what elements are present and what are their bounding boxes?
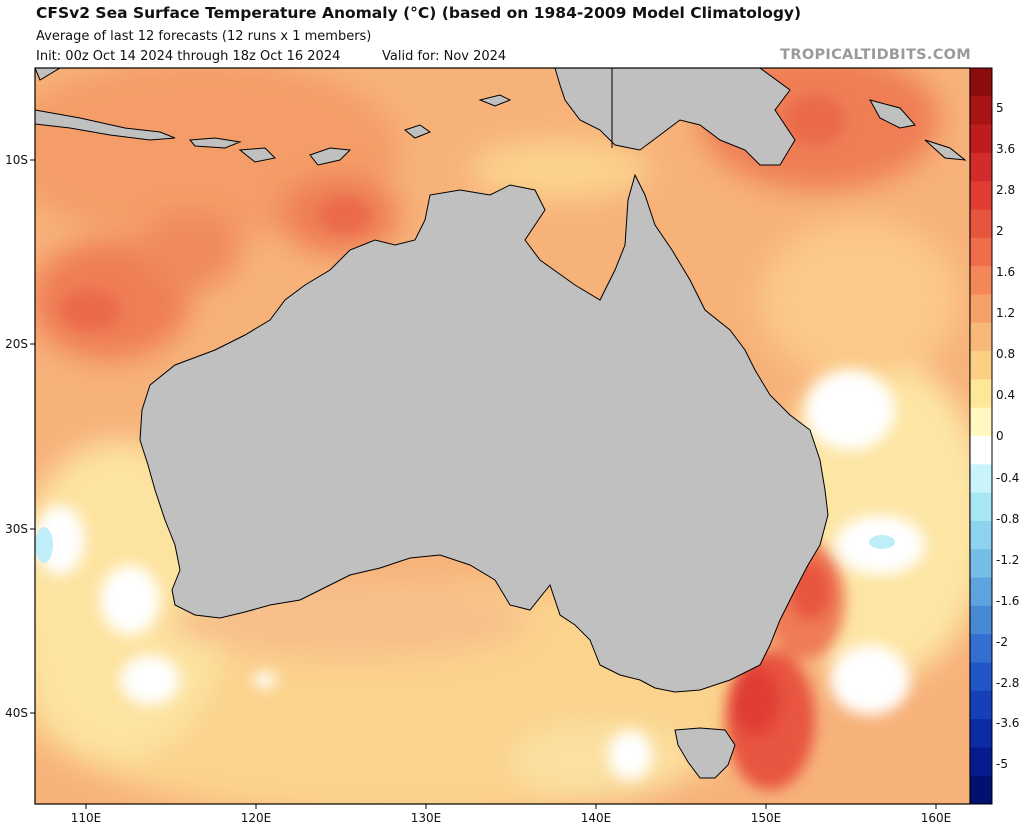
colorbar-swatch	[970, 775, 992, 805]
colorbar-swatch	[970, 294, 992, 324]
lon-label-140e: 140E	[581, 811, 612, 825]
lon-label-110e: 110E	[71, 811, 102, 825]
lat-label-40s: 40S	[5, 706, 28, 720]
colorbar-tick-label: -2	[996, 635, 1008, 649]
colorbar-swatch	[970, 747, 992, 777]
longitude-axis: 110E 120E 130E 140E 150E 160E	[71, 804, 952, 825]
indonesia-islands	[35, 68, 967, 166]
colorbar-frame	[969, 67, 993, 805]
colorbar-swatch	[970, 68, 992, 97]
lat-label-10s: 10S	[5, 153, 28, 167]
colorbar-tick-label: 1.2	[996, 306, 1015, 320]
latitude-axis: 10S 20S 30S 40S	[5, 153, 35, 720]
colorbar-labels: 5 3.6 2.8 2 1.6 1.2 0.8 0.4 0 -0.4 -0.8 -1.2 -1.6 -2 -…	[996, 101, 1019, 771]
colorbar-tick-label: 2	[996, 224, 1004, 238]
colorbar-swatch	[970, 719, 992, 748]
colorbar-swatch	[970, 464, 992, 494]
colorbar-swatch	[970, 351, 992, 380]
colorbar-swatch	[970, 436, 992, 465]
colorbar-tick-label: 0	[996, 429, 1004, 443]
colorbar-tick-label: -1.2	[996, 553, 1019, 567]
australia-landmass	[139, 173, 829, 693]
map-subtitle: Average of last 12 forecasts (12 runs x …	[36, 29, 372, 44]
colorbar-swatch	[970, 237, 992, 267]
colorbar-swatch	[970, 662, 992, 692]
colorbar	[969, 67, 993, 805]
colorbar-swatch	[970, 577, 992, 607]
colorbar-swatch	[970, 605, 992, 635]
colorbar-tick-label: -1.6	[996, 594, 1019, 608]
colorbar-tick-label: 2.8	[996, 183, 1015, 197]
credit-watermark: TROPICALTIDBITS.COM	[780, 47, 971, 63]
colorbar-tick-label: 5	[996, 101, 1004, 115]
colorbar-swatch	[970, 209, 992, 239]
colorbar-tick-label: -0.8	[996, 512, 1019, 526]
colorbar-tick-label: -3.6	[996, 716, 1019, 730]
init-time-label: Init: 00z Oct 14 2024 through 18z Oct 16…	[36, 49, 341, 64]
colorbar-swatch	[970, 549, 992, 579]
lon-label-150e: 150E	[751, 811, 782, 825]
lon-label-120e: 120E	[241, 811, 272, 825]
lat-label-30s: 30S	[5, 522, 28, 536]
colorbar-swatch	[970, 181, 992, 211]
colorbar-tick-label: 0.8	[996, 347, 1015, 361]
tasmania-landmass	[674, 727, 736, 779]
colorbar-tick-label: 3.6	[996, 142, 1015, 156]
lon-label-130e: 130E	[411, 811, 442, 825]
lon-label-160e: 160E	[921, 811, 952, 825]
colorbar-tick-label: 1.6	[996, 265, 1015, 279]
map-title: CFSv2 Sea Surface Temperature Anomaly (°…	[36, 4, 802, 22]
new-guinea-landmass	[554, 68, 796, 166]
colorbar-swatch	[970, 152, 992, 182]
colorbar-tick-label: 0.4	[996, 388, 1015, 402]
colorbar-swatch	[970, 634, 992, 663]
valid-time-label: Valid for: Nov 2024	[382, 49, 507, 64]
colorbar-swatch	[970, 407, 992, 437]
lat-label-20s: 20S	[5, 337, 28, 351]
colorbar-tick-label: -0.4	[996, 471, 1019, 485]
colorbar-swatch	[970, 266, 992, 295]
colorbar-swatch	[970, 96, 992, 126]
colorbar-swatch	[970, 492, 992, 522]
colorbar-tick-label: -2.8	[996, 676, 1019, 690]
colorbar-swatch	[970, 520, 992, 550]
colorbar-tick-label: -5	[996, 757, 1008, 771]
colorbar-swatch	[970, 379, 992, 409]
sst-anomaly-field	[35, 68, 970, 804]
colorbar-swatch	[970, 124, 992, 154]
colorbar-swatch	[970, 322, 992, 352]
colorbar-swatch	[970, 690, 992, 720]
